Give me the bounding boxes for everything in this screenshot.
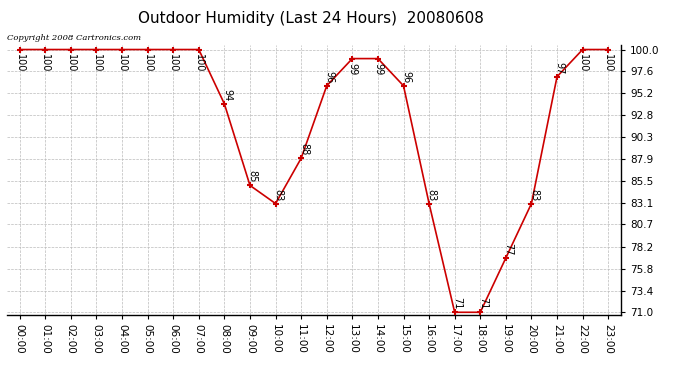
Text: 100: 100	[168, 54, 178, 72]
Text: 94: 94	[222, 89, 232, 101]
Text: 96: 96	[402, 71, 411, 83]
Text: 100: 100	[117, 54, 127, 72]
Text: 100: 100	[14, 54, 25, 72]
Text: 100: 100	[578, 54, 588, 72]
Text: 100: 100	[194, 54, 204, 72]
Text: 83: 83	[427, 189, 437, 201]
Text: 71: 71	[478, 297, 488, 309]
Text: 100: 100	[603, 54, 613, 72]
Text: 100: 100	[143, 54, 152, 72]
Text: 100: 100	[92, 54, 101, 72]
Text: 100: 100	[66, 54, 76, 72]
Text: 100: 100	[40, 54, 50, 72]
Text: 83: 83	[529, 189, 539, 201]
Text: 71: 71	[453, 297, 462, 309]
Text: 99: 99	[347, 63, 357, 75]
Text: 99: 99	[373, 63, 383, 75]
Text: 77: 77	[504, 243, 513, 255]
Text: 83: 83	[273, 189, 284, 201]
Text: 88: 88	[299, 143, 309, 156]
Text: 97: 97	[555, 62, 565, 74]
Text: Copyright 2008 Cartronics.com: Copyright 2008 Cartronics.com	[7, 34, 141, 42]
Text: Outdoor Humidity (Last 24 Hours)  20080608: Outdoor Humidity (Last 24 Hours) 2008060…	[137, 11, 484, 26]
Text: 96: 96	[324, 71, 335, 83]
Text: 85: 85	[248, 170, 258, 183]
